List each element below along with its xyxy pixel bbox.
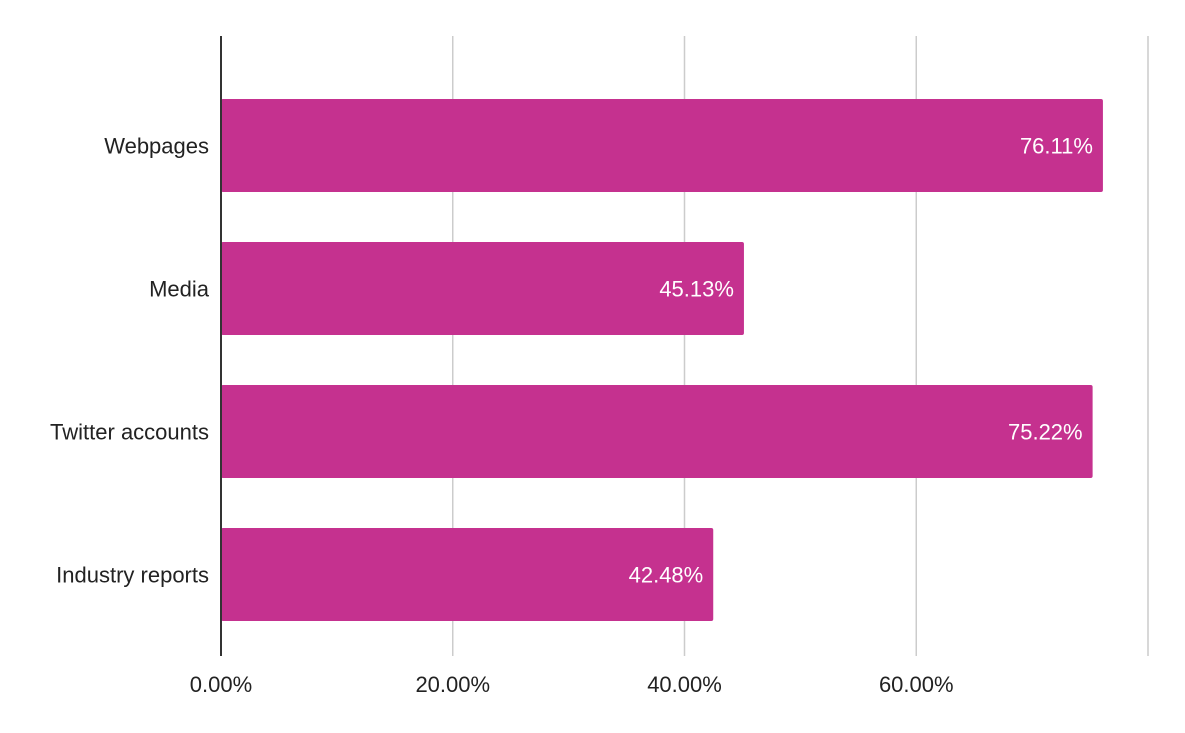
bar-data-label: 76.11% <box>1020 134 1093 159</box>
bar <box>221 99 1103 192</box>
x-tick-label: 0.00% <box>190 672 252 697</box>
data-labels: 76.11% 45.13% 75.22% 42.48% <box>629 134 1093 588</box>
bar <box>221 528 714 621</box>
x-tick-label: 40.00% <box>647 672 722 697</box>
category-label: Industry reports <box>56 563 209 588</box>
category-label: Webpages <box>104 134 209 159</box>
x-tick-label: 20.00% <box>415 672 490 697</box>
bar <box>221 385 1093 478</box>
x-tick-labels: 0.00% 20.00% 40.00% 60.00% <box>190 672 954 697</box>
bar <box>221 242 744 335</box>
bar-data-label: 42.48% <box>629 563 704 588</box>
bar-data-label: 45.13% <box>659 277 734 302</box>
bar-data-label: 75.22% <box>1008 420 1083 445</box>
x-tick-label: 60.00% <box>879 672 954 697</box>
bars <box>221 99 1103 621</box>
category-label: Twitter accounts <box>50 420 209 445</box>
category-label: Media <box>149 277 210 302</box>
category-labels: Webpages Media Twitter accounts Industry re… <box>50 134 210 588</box>
